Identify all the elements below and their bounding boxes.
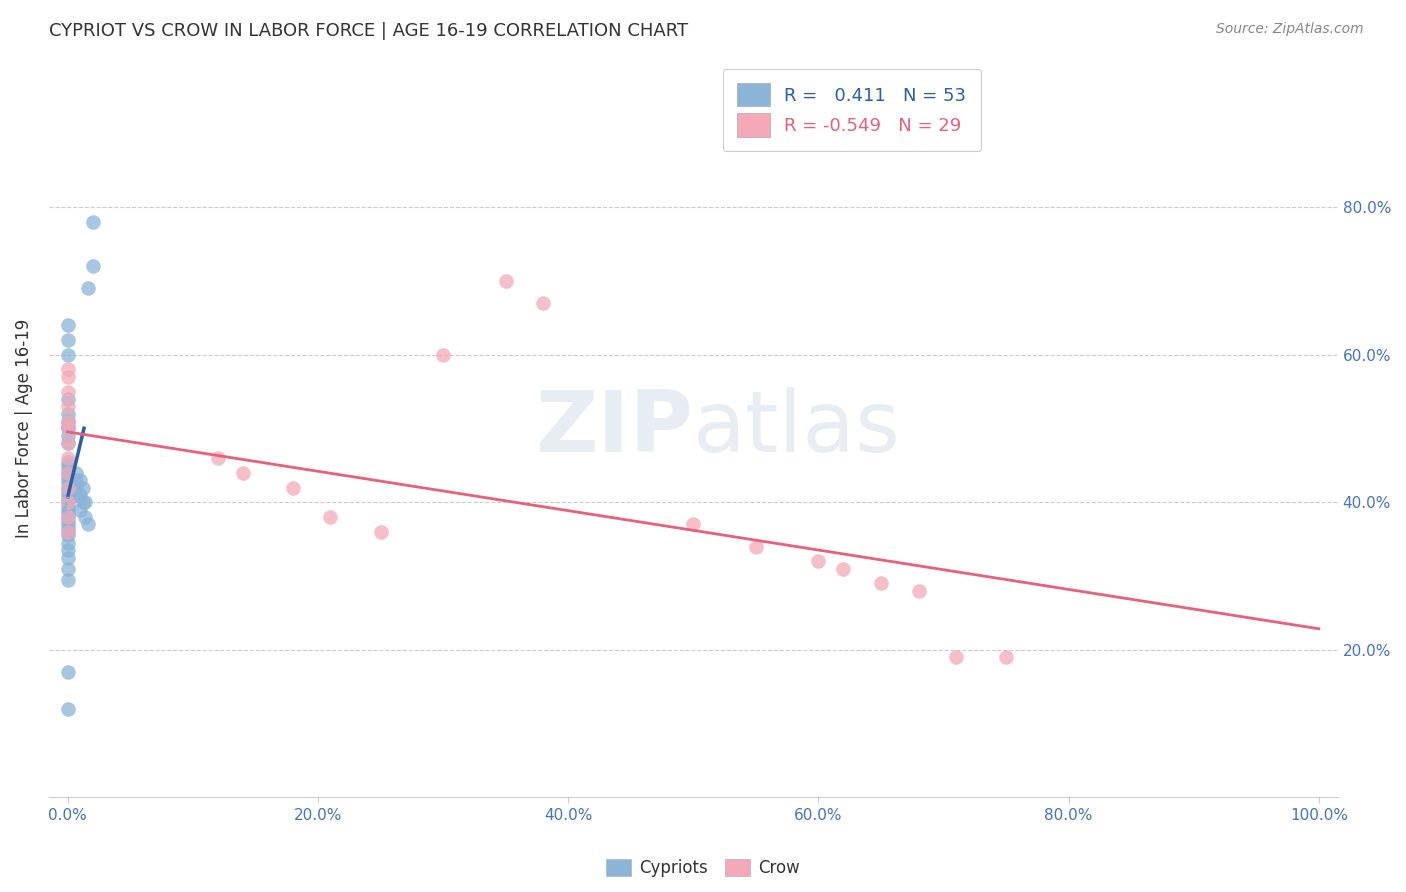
Point (832, 562, 855, 576)
Point (56, 318, 79, 333)
Point (65, 473, 87, 487)
Point (72, 481, 94, 495)
Point (56, 499, 79, 513)
Point (56, 436, 79, 450)
Text: ZIP: ZIP (536, 387, 693, 470)
Point (69, 473, 91, 487)
Text: Source: ZipAtlas.com: Source: ZipAtlas.com (1216, 22, 1364, 37)
Point (870, 576, 893, 591)
Point (319, 510, 342, 524)
Point (56, 362, 79, 376)
Point (56, 384, 79, 399)
Point (56, 369, 79, 384)
Point (995, 650, 1018, 665)
Point (56, 524, 79, 539)
Point (56, 469, 79, 483)
Point (56, 665, 79, 679)
Point (56, 543, 79, 558)
Point (56, 521, 79, 535)
Point (56, 436, 79, 450)
Point (56, 495, 79, 509)
Point (56, 536, 79, 550)
Point (56, 458, 79, 473)
Point (69, 502, 91, 516)
Point (56, 466, 79, 480)
Point (56, 417, 79, 432)
Point (56, 392, 79, 406)
Point (531, 296, 554, 310)
Point (56, 473, 79, 487)
Point (56, 510, 79, 524)
Point (82, 215, 104, 229)
Point (56, 528, 79, 542)
Legend: Cypriots, Crow: Cypriots, Crow (599, 852, 807, 884)
Text: atlas: atlas (693, 387, 901, 470)
Point (56, 414, 79, 428)
Point (75, 495, 97, 509)
Point (56, 702, 79, 716)
Point (56, 562, 79, 576)
Point (56, 421, 79, 435)
Point (56, 481, 79, 495)
Point (56, 407, 79, 421)
Point (76, 281, 98, 295)
Point (807, 554, 830, 568)
Point (56, 550, 79, 565)
Point (56, 450, 79, 465)
Point (56, 466, 79, 480)
Point (370, 524, 392, 539)
Point (56, 491, 79, 506)
Point (69, 488, 91, 502)
Point (65, 481, 87, 495)
Point (56, 514, 79, 528)
Point (56, 502, 79, 516)
Point (56, 455, 79, 469)
Point (72, 495, 94, 509)
Point (82, 259, 104, 273)
Point (56, 488, 79, 502)
Point (281, 481, 304, 495)
Point (75, 510, 97, 524)
Point (76, 517, 98, 532)
Point (232, 466, 254, 480)
Point (945, 650, 967, 665)
Point (56, 481, 79, 495)
Point (56, 506, 79, 520)
Point (495, 274, 517, 288)
Point (682, 517, 704, 532)
Point (56, 348, 79, 362)
Point (745, 540, 768, 554)
Point (56, 421, 79, 435)
Point (56, 573, 79, 587)
Y-axis label: In Labor Force | Age 16-19: In Labor Force | Age 16-19 (15, 318, 32, 538)
Point (56, 476, 79, 491)
Point (65, 466, 87, 480)
Point (432, 348, 454, 362)
Point (207, 450, 229, 465)
Point (56, 400, 79, 414)
Point (56, 495, 79, 509)
Text: CYPRIOT VS CROW IN LABOR FORCE | AGE 16-19 CORRELATION CHART: CYPRIOT VS CROW IN LABOR FORCE | AGE 16-… (49, 22, 689, 40)
Point (56, 510, 79, 524)
Point (56, 429, 79, 443)
Point (56, 333, 79, 347)
Point (56, 524, 79, 539)
Point (907, 583, 929, 598)
Point (56, 517, 79, 532)
Point (56, 484, 79, 499)
Point (56, 462, 79, 476)
Legend: R =   0.411   N = 53, R = -0.549   N = 29: R = 0.411 N = 53, R = -0.549 N = 29 (723, 69, 980, 151)
Point (65, 488, 87, 502)
Point (56, 414, 79, 428)
